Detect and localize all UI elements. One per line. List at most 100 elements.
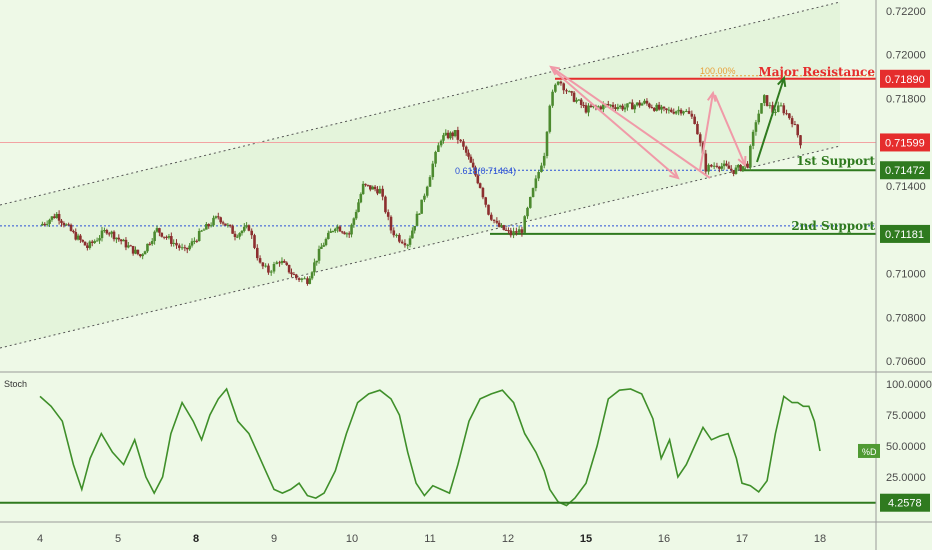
price-axis-tick: 0.71800 <box>886 93 926 105</box>
stoch-series-label: %D <box>862 447 877 457</box>
candle-body <box>528 197 532 208</box>
candle-body <box>219 217 222 223</box>
candle-body <box>292 274 296 276</box>
candle-body <box>423 195 426 200</box>
candle-body <box>442 135 445 141</box>
candle-body <box>233 233 237 237</box>
candle-body <box>431 163 435 178</box>
stoch-axis-tick: 100.0000 <box>886 379 932 391</box>
stoch-current-box <box>880 493 930 512</box>
candle-body <box>136 249 140 255</box>
candle-body <box>718 166 721 169</box>
candle-body <box>294 274 298 279</box>
candle-body <box>420 199 423 214</box>
candle-body <box>672 111 676 114</box>
candle-body <box>696 123 699 135</box>
second-support-label: 2nd Support <box>791 219 875 233</box>
x-axis-tick: 12 <box>502 533 514 545</box>
candle-body <box>712 165 716 167</box>
candle-body <box>322 245 325 247</box>
candle-body <box>446 132 450 139</box>
candle-body <box>762 95 766 104</box>
candle-body <box>131 245 135 254</box>
candle-body <box>670 109 673 112</box>
candle-body <box>754 122 758 132</box>
x-axis-tick: 18 <box>814 533 826 545</box>
candle-body <box>638 102 641 106</box>
candle-body <box>406 244 410 246</box>
candle-body <box>540 165 543 172</box>
x-axis-tick: 11 <box>424 533 435 545</box>
candle-body <box>98 238 101 241</box>
stochastic-pane: Stoch <box>0 379 876 507</box>
price-axis-tick: 0.72000 <box>886 50 926 62</box>
pattern-arrow-back-head <box>549 65 561 76</box>
candle-body <box>172 242 176 244</box>
candle-body <box>665 108 668 110</box>
price-label-text: 0.71599 <box>885 137 925 149</box>
candle-body <box>190 241 194 246</box>
candle-body <box>567 91 571 93</box>
candle-body <box>278 262 281 264</box>
candle-body <box>398 234 401 242</box>
candle-body <box>313 262 316 273</box>
candle-body <box>107 233 111 235</box>
candle-body <box>62 222 66 226</box>
candle-body <box>548 105 552 132</box>
candle-body <box>228 224 232 227</box>
candle-body <box>297 278 301 280</box>
candle-body <box>788 113 791 119</box>
candle-body <box>779 105 783 107</box>
x-axis-tick: 5 <box>115 533 121 545</box>
candle-body <box>381 188 384 197</box>
stoch-axis-tick: 25.0000 <box>886 472 926 484</box>
candle-body <box>618 105 622 108</box>
x-axis-tick: 15 <box>580 533 592 545</box>
candle-body <box>320 246 323 249</box>
candle-body <box>76 235 80 240</box>
candle-body <box>444 132 448 136</box>
candle-body <box>162 236 166 238</box>
projection-arrow-head <box>777 75 787 88</box>
candle-body <box>537 171 540 179</box>
candle-body <box>350 224 353 235</box>
candle-body <box>170 236 173 244</box>
candle-body <box>364 183 367 185</box>
candle-body <box>253 235 256 248</box>
candle-body <box>160 232 164 237</box>
candle-body <box>216 216 220 218</box>
candle-body <box>602 104 605 110</box>
candle-body <box>183 247 187 249</box>
candle-body <box>520 229 524 233</box>
candle-body <box>110 231 113 234</box>
candle-body <box>202 229 206 231</box>
candle-body <box>551 91 554 106</box>
candle-body <box>476 175 480 184</box>
candle-body <box>623 107 627 110</box>
candle-body <box>437 145 440 152</box>
candle-body <box>645 100 649 104</box>
candle-body <box>50 216 54 220</box>
candle-body <box>531 188 535 198</box>
candle-body <box>275 262 279 265</box>
candle-body <box>255 247 259 259</box>
price-axis-tick: 0.72200 <box>886 6 926 18</box>
candle-body <box>621 105 624 110</box>
candle-body <box>577 99 581 101</box>
candle-body <box>43 223 47 225</box>
pattern-arrow-back <box>550 66 711 179</box>
price-pane: Major Resistance 1st Support 2nd Support 10… <box>0 1 876 349</box>
candle-body <box>495 220 499 223</box>
candle-body <box>439 140 443 146</box>
candle-body <box>283 260 286 263</box>
candle-body <box>751 131 755 146</box>
candle-body <box>315 260 319 263</box>
candle-body <box>267 265 270 273</box>
candle-body <box>129 245 133 247</box>
candle-body <box>324 238 328 246</box>
candle-body <box>79 235 82 240</box>
price-label-box <box>880 224 930 243</box>
candle-body <box>141 254 144 257</box>
candle-body <box>336 226 339 229</box>
candle-body <box>599 106 603 110</box>
